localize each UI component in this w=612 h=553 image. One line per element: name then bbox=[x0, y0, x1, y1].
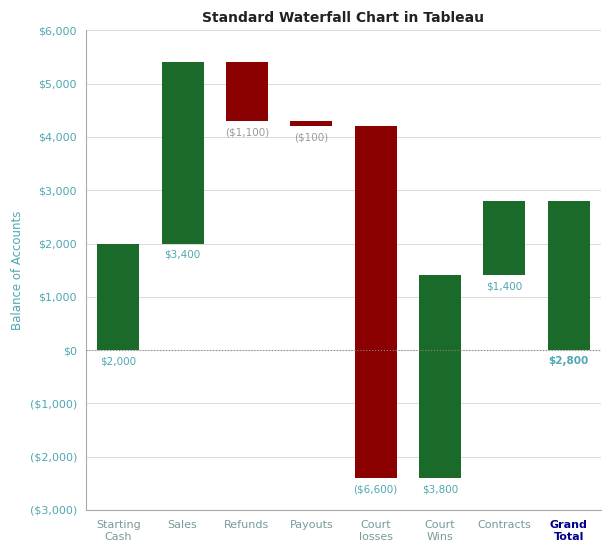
Bar bbox=[290, 121, 332, 126]
Y-axis label: Balance of Accounts: Balance of Accounts bbox=[11, 211, 24, 330]
Text: $3,400: $3,400 bbox=[165, 250, 201, 260]
Bar bbox=[97, 243, 139, 350]
Bar bbox=[226, 62, 268, 121]
Bar bbox=[355, 126, 397, 478]
Text: $2,800: $2,800 bbox=[548, 357, 589, 367]
Text: ($1,100): ($1,100) bbox=[225, 127, 269, 137]
Text: ($6,600): ($6,600) bbox=[354, 484, 398, 494]
Bar bbox=[162, 62, 204, 243]
Bar bbox=[548, 201, 589, 350]
Text: ($100): ($100) bbox=[294, 133, 329, 143]
Text: $3,800: $3,800 bbox=[422, 484, 458, 494]
Bar bbox=[483, 201, 525, 275]
Text: $1,400: $1,400 bbox=[487, 282, 523, 292]
Title: Standard Waterfall Chart in Tableau: Standard Waterfall Chart in Tableau bbox=[203, 11, 485, 25]
Bar bbox=[419, 275, 461, 478]
Text: $2,000: $2,000 bbox=[100, 357, 136, 367]
